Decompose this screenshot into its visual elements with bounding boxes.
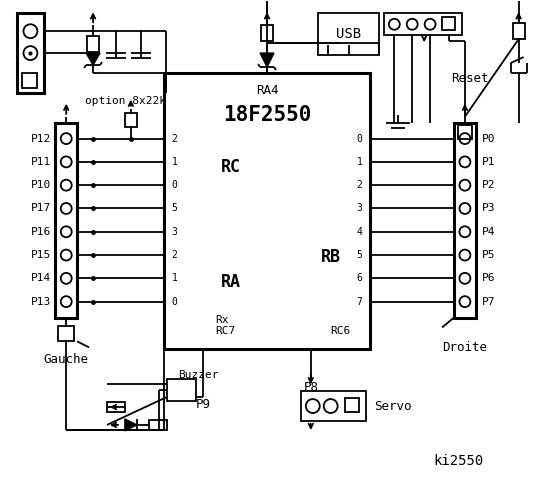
- Bar: [58, 325, 74, 341]
- Circle shape: [460, 226, 471, 237]
- Text: 2: 2: [171, 250, 178, 260]
- Text: P10: P10: [31, 180, 51, 190]
- Circle shape: [61, 226, 72, 237]
- Text: P11: P11: [31, 157, 51, 167]
- Text: P7: P7: [482, 297, 495, 307]
- Text: P4: P4: [482, 227, 495, 237]
- Circle shape: [460, 296, 471, 307]
- Text: 1: 1: [357, 157, 362, 167]
- Text: 1: 1: [171, 273, 178, 283]
- Circle shape: [425, 19, 436, 30]
- Text: 0: 0: [357, 133, 362, 144]
- Text: Droite: Droite: [442, 341, 487, 354]
- Circle shape: [61, 133, 72, 144]
- Bar: [166, 379, 196, 401]
- Circle shape: [61, 180, 72, 191]
- Text: RB: RB: [321, 248, 341, 266]
- Text: 2: 2: [357, 180, 362, 190]
- Circle shape: [61, 296, 72, 307]
- Bar: [458, 125, 472, 139]
- Text: RC6: RC6: [330, 326, 351, 336]
- Text: P5: P5: [482, 250, 495, 260]
- Text: 4: 4: [357, 227, 362, 237]
- Text: 0: 0: [171, 297, 178, 307]
- Polygon shape: [125, 419, 137, 431]
- Text: 2: 2: [171, 133, 178, 144]
- Text: 18F2550: 18F2550: [223, 105, 311, 125]
- Text: USB: USB: [336, 27, 361, 41]
- Bar: [164, 73, 371, 349]
- Bar: [87, 36, 99, 52]
- Circle shape: [23, 46, 38, 60]
- Bar: [149, 420, 166, 430]
- Text: RA4: RA4: [256, 84, 278, 97]
- Bar: [261, 25, 273, 41]
- Text: P13: P13: [31, 297, 51, 307]
- Circle shape: [460, 156, 471, 168]
- Text: P1: P1: [482, 157, 495, 167]
- Circle shape: [389, 19, 400, 30]
- Text: Reset: Reset: [451, 72, 489, 85]
- Text: RA: RA: [221, 273, 241, 291]
- Bar: [55, 123, 77, 318]
- Bar: [513, 23, 525, 39]
- Text: RC: RC: [221, 158, 241, 177]
- Text: Buzzer: Buzzer: [179, 370, 219, 380]
- Text: P8: P8: [303, 381, 319, 394]
- Circle shape: [306, 399, 320, 413]
- Polygon shape: [86, 53, 100, 65]
- Circle shape: [460, 273, 471, 284]
- Bar: [318, 13, 379, 55]
- Text: Gauche: Gauche: [44, 353, 88, 366]
- Text: RC7: RC7: [215, 326, 236, 336]
- Bar: [345, 398, 358, 412]
- Bar: [23, 73, 38, 88]
- Bar: [454, 123, 476, 318]
- Polygon shape: [260, 53, 274, 67]
- Text: option 8x22k: option 8x22k: [85, 96, 166, 106]
- Text: 7: 7: [357, 297, 362, 307]
- Circle shape: [460, 133, 471, 144]
- Text: P14: P14: [31, 273, 51, 283]
- Circle shape: [61, 203, 72, 214]
- Text: P12: P12: [31, 133, 51, 144]
- Circle shape: [407, 19, 418, 30]
- Text: P3: P3: [482, 204, 495, 214]
- Text: Rx: Rx: [215, 314, 229, 324]
- Circle shape: [23, 24, 38, 38]
- Text: P17: P17: [31, 204, 51, 214]
- Text: P16: P16: [31, 227, 51, 237]
- Text: P2: P2: [482, 180, 495, 190]
- Circle shape: [61, 250, 72, 261]
- Text: Servo: Servo: [374, 399, 412, 412]
- Bar: [125, 113, 137, 127]
- Bar: [301, 391, 367, 421]
- Circle shape: [61, 273, 72, 284]
- Text: P9: P9: [196, 397, 211, 410]
- Circle shape: [460, 250, 471, 261]
- Text: P6: P6: [482, 273, 495, 283]
- Circle shape: [61, 156, 72, 168]
- Text: 5: 5: [357, 250, 362, 260]
- Text: 5: 5: [171, 204, 178, 214]
- Circle shape: [324, 399, 338, 413]
- Bar: [384, 13, 462, 35]
- Text: 0: 0: [171, 180, 178, 190]
- Text: 3: 3: [357, 204, 362, 214]
- Text: 6: 6: [357, 273, 362, 283]
- Text: ki2550: ki2550: [434, 454, 484, 468]
- Bar: [442, 17, 455, 30]
- Text: P0: P0: [482, 133, 495, 144]
- Text: P15: P15: [31, 250, 51, 260]
- Text: 3: 3: [171, 227, 178, 237]
- Circle shape: [460, 180, 471, 191]
- Bar: [17, 13, 44, 93]
- Bar: [107, 402, 125, 412]
- Circle shape: [460, 203, 471, 214]
- Text: 1: 1: [171, 157, 178, 167]
